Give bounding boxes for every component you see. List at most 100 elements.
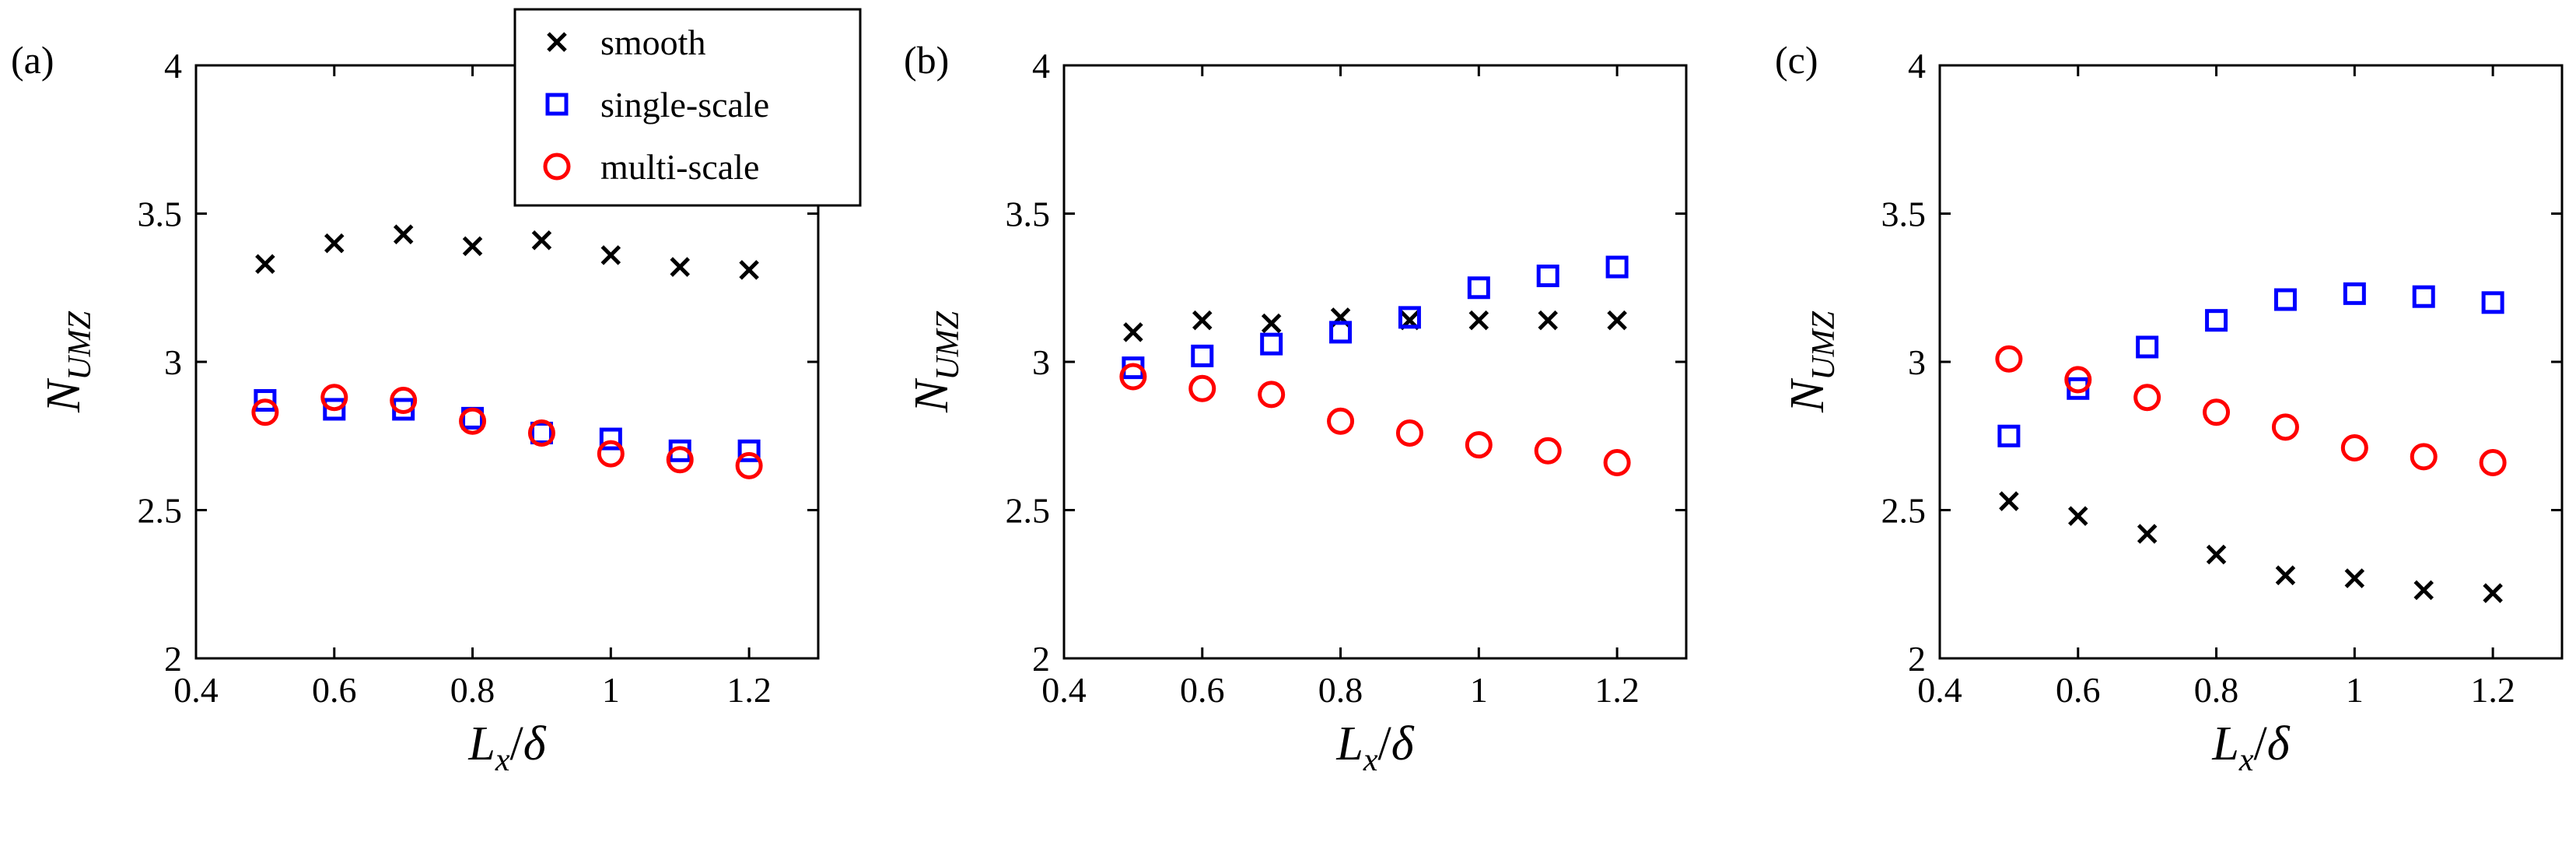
x-axis-label-b-delta: δ — [1391, 717, 1415, 770]
x-axis-label-b: Lx/δ — [1335, 717, 1414, 778]
y-axis-label-c: NUMZ — [1781, 310, 1842, 413]
point-c-multi-scale-5 — [2340, 433, 2368, 461]
panel-label-a: (a) — [11, 38, 54, 82]
x-axis-label-a-delta: δ — [523, 717, 547, 770]
point-c-smooth-1 — [2068, 506, 2088, 526]
point-b-multi-scale-7 — [1603, 449, 1631, 477]
point-b-single-scale-1 — [1191, 344, 1214, 367]
x-axis-label-a-slash: / — [510, 717, 524, 770]
point-b-multi-scale-2 — [1258, 381, 1286, 409]
y-axis-label-c-sub: UMZ — [1806, 310, 1842, 380]
point-b-smooth-2 — [1261, 313, 1282, 334]
x-tick-label-b-4: 1.2 — [1594, 670, 1640, 710]
point-b-multi-scale-6 — [1534, 437, 1562, 465]
point-b-multi-scale-4 — [1395, 419, 1423, 447]
point-c-smooth-0 — [1999, 491, 2019, 511]
point-a-multi-scale-1 — [320, 384, 348, 412]
y-tick-label-c-3: 3.5 — [1881, 195, 1927, 234]
point-c-smooth-3 — [2206, 544, 2227, 565]
panel-label-c: (c) — [1775, 38, 1818, 82]
point-c-single-scale-0 — [1997, 424, 2021, 447]
point-a-smooth-2 — [393, 224, 414, 244]
point-a-single-scale-0 — [254, 389, 277, 412]
x-tick-label-a-3: 1 — [602, 670, 620, 710]
y-tick-label-c-0: 2 — [1908, 639, 1926, 679]
point-b-multi-scale-3 — [1327, 407, 1355, 435]
x-tick-label-a-4: 1.2 — [726, 670, 772, 710]
y-tick-label-b-4: 4 — [1032, 46, 1050, 86]
point-a-smooth-3 — [462, 236, 483, 257]
point-c-multi-scale-7 — [2479, 449, 2507, 477]
x-axis-label-a-sub: x — [495, 742, 510, 778]
point-a-smooth-1 — [324, 233, 345, 254]
y-tick-label-c-1: 2.5 — [1881, 491, 1927, 531]
point-c-multi-scale-2 — [2133, 384, 2161, 412]
x-tick-label-b-2: 0.8 — [1318, 670, 1363, 710]
point-c-single-scale-7 — [2481, 291, 2504, 314]
point-a-single-scale-5 — [599, 427, 622, 451]
x-tick-label-c-0: 0.4 — [1917, 670, 1962, 710]
point-c-multi-scale-6 — [2410, 443, 2438, 471]
point-c-smooth-4 — [2275, 565, 2296, 586]
x-axis-label-a-main: L — [467, 717, 495, 770]
y-tick-label-b-1: 2.5 — [1006, 491, 1051, 531]
point-a-smooth-7 — [739, 260, 759, 280]
y-tick-label-b-3: 3.5 — [1006, 195, 1051, 234]
y-tick-label-c-2: 3 — [1908, 342, 1926, 382]
x-tick-label-b-3: 1 — [1470, 670, 1488, 710]
y-tick-label-a-4: 4 — [164, 46, 182, 86]
y-tick-label-a-0: 2 — [164, 639, 182, 679]
point-a-smooth-0 — [255, 254, 275, 275]
point-c-multi-scale-1 — [2064, 366, 2092, 394]
point-c-multi-scale-3 — [2203, 398, 2231, 426]
x-axis-label-c-delta: δ — [2267, 717, 2291, 770]
point-b-smooth-6 — [1538, 310, 1558, 331]
point-c-single-scale-6 — [2412, 285, 2435, 308]
plot-area-b — [1062, 64, 1688, 660]
y-tick-label-a-2: 3 — [164, 342, 182, 382]
point-a-smooth-6 — [670, 257, 690, 277]
point-c-single-scale-5 — [2343, 282, 2366, 305]
point-b-smooth-5 — [1468, 310, 1489, 331]
x-axis-label-b-slash: / — [1378, 717, 1392, 770]
point-a-single-scale-4 — [530, 421, 553, 444]
point-b-smooth-1 — [1192, 310, 1213, 331]
legend-marker-single-scale — [545, 93, 569, 116]
legend-box — [513, 8, 862, 207]
point-b-smooth-0 — [1123, 322, 1143, 342]
point-a-smooth-5 — [600, 245, 621, 265]
point-c-smooth-2 — [2137, 524, 2158, 544]
legend: smooth single-scale multi-scale — [513, 8, 862, 207]
legend-marker-multi-scale — [543, 153, 571, 181]
point-b-single-scale-3 — [1329, 321, 1353, 344]
x-tick-label-b-0: 0.4 — [1041, 670, 1087, 710]
y-axis-label-b-main: N — [905, 377, 958, 413]
y-tick-label-a-3: 3.5 — [138, 195, 183, 234]
x-tick-label-c-2: 0.8 — [2194, 670, 2239, 710]
series-layer-b — [1119, 255, 1631, 477]
y-axis-label-c-main: N — [1781, 377, 1834, 413]
point-b-single-scale-2 — [1260, 332, 1283, 356]
x-axis-label-c: Lx/δ — [2211, 717, 2290, 778]
x-tick-label-c-1: 0.6 — [2056, 670, 2101, 710]
y-axis-label-a-sub: UMZ — [62, 310, 98, 380]
panel-c: (c) 0.4 0.6 0.8 1 1.2 2 2.5 3 3.5 4 Lx/δ NUMZ — [1775, 38, 2564, 778]
y-tick-label-b-2: 3 — [1032, 342, 1050, 382]
x-axis-label-a: Lx/δ — [467, 717, 546, 778]
point-c-single-scale-2 — [2136, 335, 2159, 359]
series-layer-c — [1995, 282, 2507, 603]
x-tick-label-a-0: 0.4 — [173, 670, 219, 710]
y-tick-label-c-4: 4 — [1908, 46, 1926, 86]
y-tick-label-b-0: 2 — [1032, 639, 1050, 679]
y-axis-label-b-sub: UMZ — [930, 310, 966, 380]
y-axis-label-b: NUMZ — [905, 310, 966, 413]
y-tick-label-a-1: 2.5 — [138, 491, 183, 531]
x-tick-label-a-2: 0.8 — [450, 670, 495, 710]
legend-label-smooth: smooth — [600, 23, 705, 62]
point-a-multi-scale-3 — [459, 407, 487, 435]
point-b-multi-scale-5 — [1465, 431, 1493, 459]
x-axis-label-b-sub: x — [1363, 742, 1378, 778]
x-tick-label-b-1: 0.6 — [1180, 670, 1225, 710]
series-layer-a — [251, 224, 763, 479]
